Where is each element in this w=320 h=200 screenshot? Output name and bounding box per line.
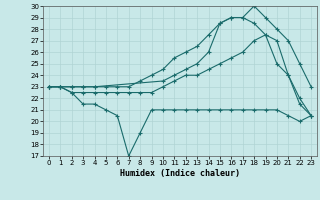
X-axis label: Humidex (Indice chaleur): Humidex (Indice chaleur) bbox=[120, 169, 240, 178]
